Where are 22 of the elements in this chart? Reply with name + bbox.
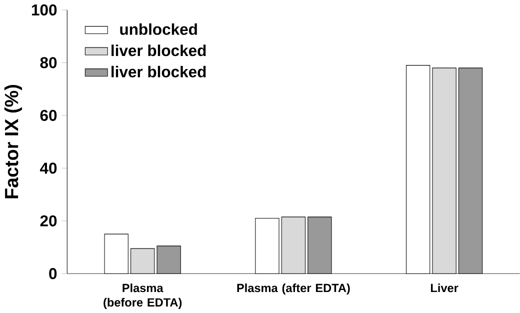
y-tick-label: 40 <box>40 162 57 174</box>
x-tick-label: Plasma (before EDTA) <box>104 283 182 309</box>
y-tick-label: 100 <box>32 4 57 16</box>
bar <box>255 218 280 274</box>
bar <box>406 64 430 274</box>
x-tick-label: Plasma (after EDTA) <box>237 283 350 294</box>
bar <box>458 68 483 274</box>
bar <box>104 234 128 274</box>
legend-label: liver blocked <box>112 44 206 56</box>
y-axis-title: Factor IX (%) <box>4 84 22 198</box>
y-tick-label: 80 <box>40 56 57 68</box>
bar <box>308 216 332 274</box>
y-tick-label: 0 <box>49 268 57 280</box>
y-tick-label: 60 <box>40 110 57 121</box>
legend-label: liver blocked <box>112 66 206 78</box>
bar <box>281 216 306 274</box>
bar <box>130 248 155 274</box>
bar <box>432 68 456 274</box>
bar <box>156 246 181 274</box>
y-tick-label: 20 <box>40 215 57 226</box>
legend-label: unblocked <box>120 23 197 35</box>
x-tick-label: Liver <box>430 283 458 292</box>
